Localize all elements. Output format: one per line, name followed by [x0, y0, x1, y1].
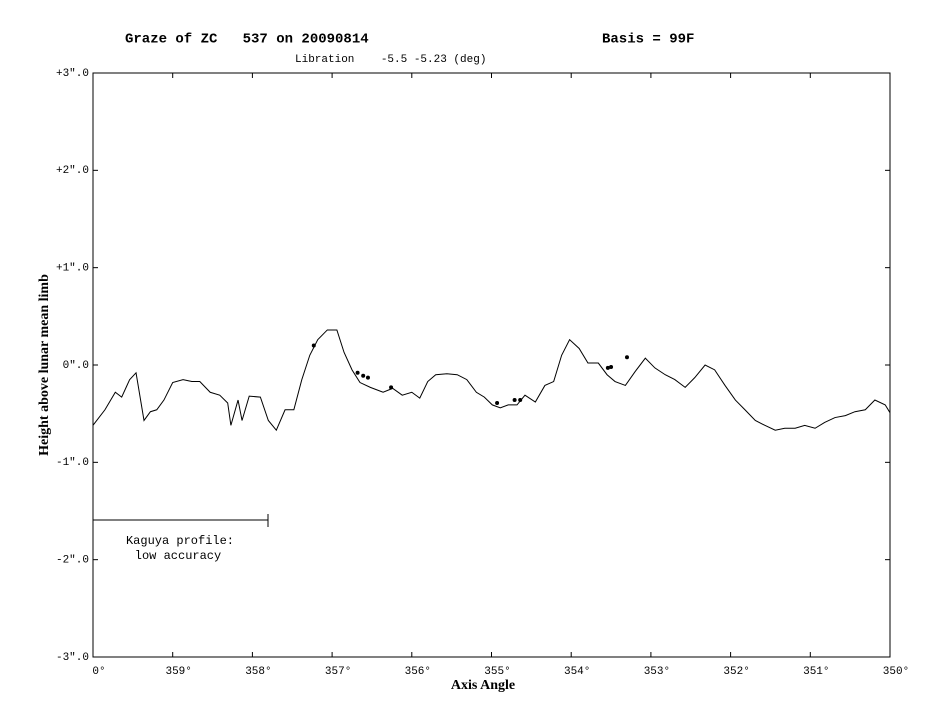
basis: Basis = 99F [602, 32, 694, 48]
plot-frame [92, 72, 891, 658]
y-tick-label: +3".0 [56, 68, 89, 80]
x-tick-label: 355° [484, 666, 510, 678]
y-tick-label: +1".0 [56, 263, 89, 275]
x-tick-label: 358° [245, 666, 271, 678]
observation-point [609, 364, 614, 369]
x-tick-label: 354° [564, 666, 590, 678]
observation-point [311, 343, 316, 348]
x-tick-label: 357° [325, 666, 351, 678]
profile-line [92, 329, 891, 432]
x-tick-label: 350° [883, 666, 909, 678]
y-tick-label: -2".0 [56, 555, 89, 567]
observation-point [365, 375, 370, 380]
x-tick-label: 0° [92, 666, 105, 678]
x-tick-label: 359° [165, 666, 191, 678]
observation-point [624, 355, 629, 360]
x-axis-label: Axis Angle [451, 678, 515, 693]
observation-point [361, 373, 366, 378]
y-axis-label: Height above lunar mean limb [37, 274, 52, 456]
observation-point [389, 385, 394, 390]
annotation: low accuracy [135, 549, 221, 563]
x-tick-label: 353° [644, 666, 670, 678]
observation-point [495, 400, 500, 405]
x-tick-label: 352° [723, 666, 749, 678]
observation-point [605, 365, 610, 370]
observation-point [518, 398, 523, 403]
y-tick-label: -3".0 [56, 652, 89, 664]
y-tick-label: -1".0 [56, 457, 89, 469]
annotation: Kaguya profile: [126, 534, 234, 548]
x-tick-label: 351° [803, 666, 829, 678]
observation-point [355, 370, 360, 375]
y-tick-label: 0".0 [63, 360, 89, 372]
x-tick-label: 356° [405, 666, 431, 678]
y-tick-label: +2".0 [56, 165, 89, 177]
observation-point [512, 398, 517, 403]
subtitle: Libration -5.5 -5.23 (deg) [295, 54, 486, 66]
chart-title: Graze of ZC 537 on 20090814 [125, 32, 369, 48]
